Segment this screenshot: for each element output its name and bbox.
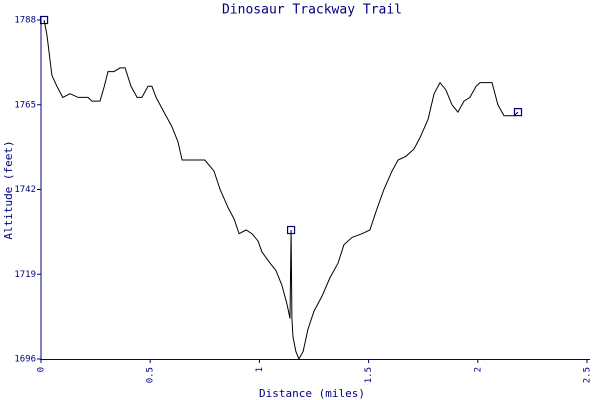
x-tick-label: 1.5 xyxy=(364,367,374,383)
x-tick-label: 2.5 xyxy=(583,367,593,383)
x-tick-label: 0 xyxy=(37,367,47,372)
x-tick-label: 1 xyxy=(255,367,265,372)
y-tick-label: 1742 xyxy=(14,185,36,195)
y-tick-label: 1765 xyxy=(14,100,36,110)
waypoint-marker xyxy=(39,15,49,25)
waypoint-marker xyxy=(513,108,523,117)
y-tick-label: 1788 xyxy=(14,16,36,26)
chart-title: Dinosaur Trackway Trail xyxy=(222,3,402,18)
y-tick-label: 1696 xyxy=(14,355,36,365)
y-axis-label: Altitude (feet) xyxy=(2,140,15,239)
x-tick-label: 0.5 xyxy=(146,367,156,383)
y-tick-label: 1719 xyxy=(14,270,36,280)
x-axis-label: Distance (miles) xyxy=(259,387,365,400)
elevation-line xyxy=(43,19,519,361)
x-tick-label: 2 xyxy=(473,367,483,372)
waypoint-marker xyxy=(286,225,296,235)
